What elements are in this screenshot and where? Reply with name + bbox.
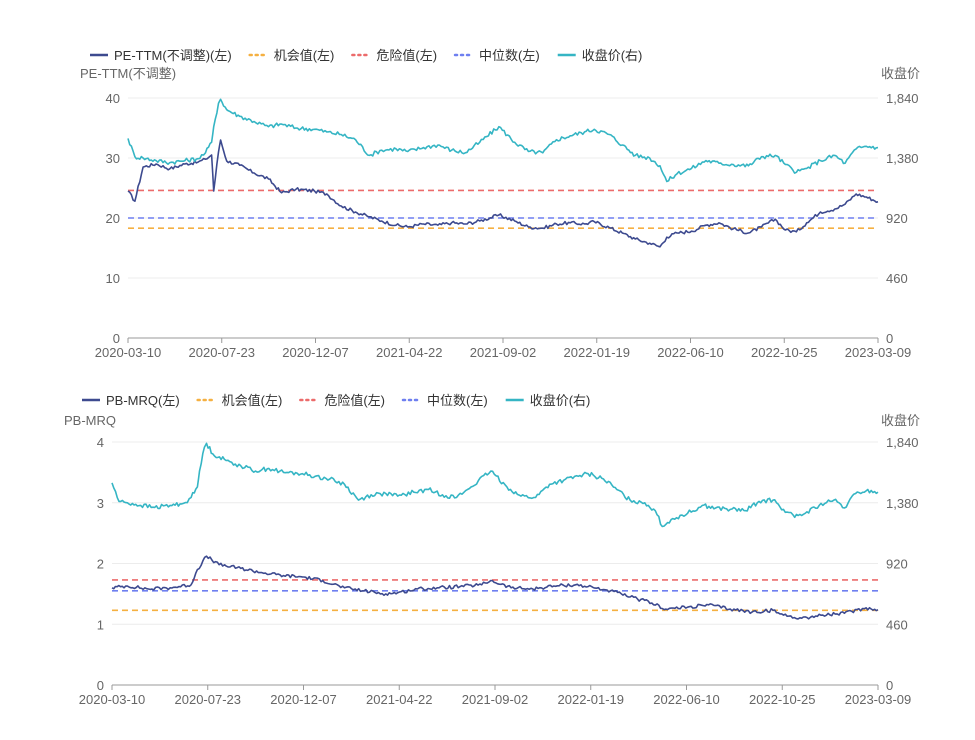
pe-right-tick-4: 1,840: [886, 91, 919, 106]
pe-legend-item-2[interactable]: 危险值(左): [351, 48, 437, 63]
pe-x-tick-6: 2022-06-10: [657, 345, 724, 360]
pb-series-close-price: [111, 442, 879, 528]
pb-legend-item-4[interactable]: 收盘价(右): [505, 393, 591, 408]
pb-x-tick-8: 2023-03-09: [845, 692, 912, 707]
pb-right-tick-2: 920: [886, 557, 908, 572]
pb-x-tick-3: 2021-04-22: [366, 692, 433, 707]
pe-left-axis-title: PE-TTM(不调整): [80, 66, 176, 81]
pe-left-tick-1: 10: [106, 271, 120, 286]
pe-left-tick-4: 40: [106, 91, 120, 106]
pe-x-tick-3: 2021-04-22: [376, 345, 443, 360]
pb-x-tick-4: 2021-09-02: [462, 692, 529, 707]
pb-left-tick-1: 1: [97, 617, 104, 632]
pb-right-tick-4: 1,840: [886, 435, 919, 450]
pe-right-tick-1: 460: [886, 271, 908, 286]
pe-legend-label-3: 中位数(左): [479, 48, 540, 63]
pe-legend-item-0[interactable]: PE-TTM(不调整)(左): [90, 48, 232, 63]
pb-legend-item-3[interactable]: 中位数(左): [401, 393, 488, 408]
pb-series-left: [111, 555, 879, 620]
pb-mrq-chart-svg: 0 0 1 460 2 920 3 1,380 4 1,840 2020-03-10 2020-07-…: [64, 393, 920, 707]
pb-legend-item-2[interactable]: 危险值(左): [299, 393, 385, 408]
pe-left-tick-0: 0: [113, 331, 120, 346]
pe-right-tick-3: 1,380: [886, 151, 919, 166]
pe-series-left: [127, 139, 879, 248]
pe-legend: PE-TTM(不调整)(左) 机会值(左) 危险值(左) 中位数(左) 收盘价(右): [90, 48, 642, 63]
pb-left-tick-2: 2: [97, 557, 104, 572]
pb-left-tick-3: 3: [97, 496, 104, 511]
pb-right-axis-title: 收盘价: [881, 413, 920, 428]
pe-legend-label-1: 机会值(左): [274, 48, 335, 63]
pb-legend-item-0[interactable]: PB-MRQ(左): [82, 393, 180, 408]
pb-x-tick-2: 2020-12-07: [270, 692, 337, 707]
pe-x-tick-5: 2022-01-19: [564, 345, 631, 360]
pe-right-tick-2: 920: [886, 211, 908, 226]
pb-legend-item-1[interactable]: 机会值(左): [196, 393, 283, 408]
pb-legend-label-2: 危险值(左): [324, 393, 385, 408]
pb-legend-label-1: 机会值(左): [222, 393, 283, 408]
pb-x-tick-7: 2022-10-25: [749, 692, 816, 707]
pe-x-tick-2: 2020-12-07: [282, 345, 349, 360]
pb-x-tick-5: 2022-01-19: [558, 692, 625, 707]
pe-legend-item-3[interactable]: 中位数(左): [453, 48, 540, 63]
pe-plot: 0 0 10 460 20 920 30 1,380 40 1,840 2020-03-10 2020…: [95, 91, 919, 360]
pb-left-tick-4: 4: [97, 435, 104, 450]
pb-mrq-chart: 0 0 1 460 2 920 3 1,380 4 1,840 2020-03-10 2020-07-…: [0, 370, 975, 735]
pe-x-tick-7: 2022-10-25: [751, 345, 818, 360]
pb-left-tick-0: 0: [97, 678, 104, 693]
pe-series-close-price: [127, 98, 879, 183]
pe-legend-label-4: 收盘价(右): [582, 48, 643, 63]
pb-x-tick-1: 2020-07-23: [175, 692, 242, 707]
pb-plot: 0 0 1 460 2 920 3 1,380 4 1,840 2020-03-10 2020-07-…: [79, 435, 919, 707]
pb-legend-label-4: 收盘价(右): [530, 393, 591, 408]
pb-right-tick-3: 1,380: [886, 496, 919, 511]
pe-x-tick-4: 2021-09-02: [470, 345, 537, 360]
pe-right-axis-title: 收盘价: [881, 66, 920, 81]
pb-legend: PB-MRQ(左) 机会值(左) 危险值(左) 中位数(左) 收盘价(右): [82, 393, 590, 408]
pe-left-tick-3: 30: [106, 151, 120, 166]
pe-x-tick-1: 2020-07-23: [189, 345, 256, 360]
pb-right-tick-1: 460: [886, 617, 908, 632]
pe-ttm-chart: 0 0 10 460 20 920 30 1,380 40 1,840 2020-03-10 2020…: [0, 0, 975, 365]
pe-left-tick-2: 20: [106, 211, 120, 226]
pb-left-axis-title: PB-MRQ: [64, 413, 116, 428]
pb-legend-label-0: PB-MRQ(左): [106, 393, 180, 408]
pe-x-tick-8: 2023-03-09: [845, 345, 912, 360]
pe-legend-item-1[interactable]: 机会值(左): [248, 48, 335, 63]
pb-x-tick-6: 2022-06-10: [653, 692, 720, 707]
pb-right-tick-0: 0: [886, 678, 893, 693]
pe-legend-label-0: PE-TTM(不调整)(左): [114, 48, 232, 63]
pb-legend-label-3: 中位数(左): [427, 393, 488, 408]
pb-x-tick-0: 2020-03-10: [79, 692, 146, 707]
pe-x-tick-0: 2020-03-10: [95, 345, 162, 360]
pe-legend-label-2: 危险值(左): [376, 48, 437, 63]
pe-ttm-chart-svg: 0 0 10 460 20 920 30 1,380 40 1,840 2020-03-10 2020…: [80, 48, 920, 360]
pe-legend-item-4[interactable]: 收盘价(右): [557, 48, 643, 63]
pe-right-tick-0: 0: [886, 331, 893, 346]
